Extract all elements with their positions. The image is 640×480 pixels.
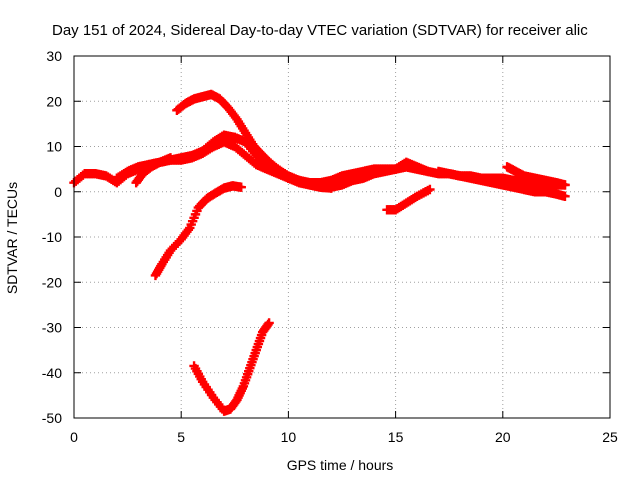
x-tick-label: 15 — [388, 429, 404, 445]
series-arc-9 — [433, 166, 570, 201]
y-tick-label: 10 — [46, 139, 62, 155]
axis-ticks: 0 5 10 15 20 25 30 20 10 0 -10 -20 -30 -40 -50 — [42, 48, 618, 445]
y-tick-label: -20 — [42, 274, 62, 290]
data-point — [423, 166, 433, 177]
x-tick-label: 10 — [281, 429, 297, 445]
y-tick-label: -40 — [42, 365, 62, 381]
series-arc-3 — [131, 153, 176, 188]
y-tick-label: 30 — [46, 48, 62, 64]
data-point — [326, 183, 336, 193]
y-tick-label: -30 — [42, 320, 62, 336]
y-tick-label: -50 — [42, 410, 62, 426]
series-arc-7 — [189, 318, 274, 416]
data-points — [69, 89, 570, 416]
data-point — [236, 182, 246, 192]
data-point — [425, 184, 435, 195]
x-axis-label: GPS time / hours — [287, 457, 394, 473]
y-tick-label: -10 — [42, 229, 62, 245]
x-tick-label: 20 — [495, 429, 511, 445]
data-point — [560, 180, 570, 190]
x-tick-label: 5 — [177, 429, 185, 445]
grid — [74, 56, 610, 418]
data-point — [165, 153, 176, 163]
series-arc-6 — [150, 181, 246, 281]
series-arc-10 — [502, 162, 570, 190]
y-axis-label: SDTVAR / TECUs — [4, 182, 20, 294]
y-tick-label: 20 — [46, 93, 62, 109]
data-point — [560, 191, 570, 201]
x-tick-label: 25 — [602, 429, 618, 445]
series-arc-5 — [197, 130, 336, 193]
series-arc-8 — [382, 184, 435, 215]
plot-frame — [73, 55, 611, 419]
chart-title: Day 151 of 2024, Sidereal Day-to-day VTE… — [52, 22, 588, 39]
x-tick-label: 0 — [70, 429, 78, 445]
y-tick-label: 0 — [54, 184, 62, 200]
data-point — [264, 318, 274, 328]
